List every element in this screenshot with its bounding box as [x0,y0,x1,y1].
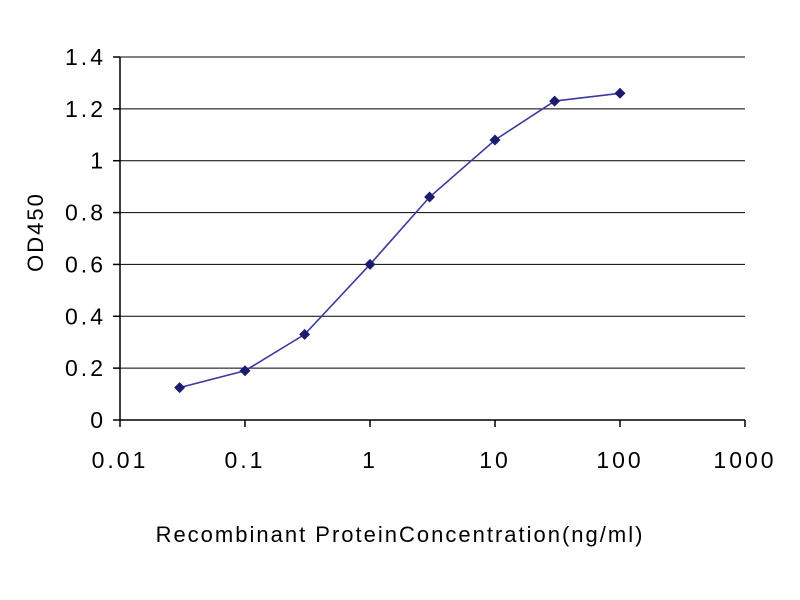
data-point-marker [489,134,501,146]
x-tick-label: 0.1 [225,447,266,473]
data-point-marker [174,382,186,394]
x-tick-label: 1 [362,447,378,473]
x-tick-label: 10 [479,447,511,473]
x-tick-label: 1000 [713,447,776,473]
x-axis-title: Recombinant ProteinConcentration(ng/ml) [155,522,645,547]
data-point-marker [549,95,561,107]
x-tick-label: 100 [596,447,643,473]
series-line [179,92,621,389]
y-tick-label: 1 [90,148,106,174]
y-tick-label: 0.8 [65,200,106,226]
y-tick-label: 1.2 [65,96,106,122]
data-point-marker [424,191,436,203]
data-point-marker [614,87,626,99]
data-point-marker [364,258,376,270]
y-tick-label: 1.4 [65,44,106,70]
y-axis-title: OD450 [23,192,48,272]
data-point-marker [299,328,311,340]
y-tick-label: 0.2 [65,355,106,381]
y-tick-label: 0.4 [65,303,106,329]
y-tick-label: 0 [90,407,106,433]
y-tick-label: 0.6 [65,251,106,277]
data-point-marker [239,365,251,377]
x-tick-label: 0.01 [92,447,149,473]
